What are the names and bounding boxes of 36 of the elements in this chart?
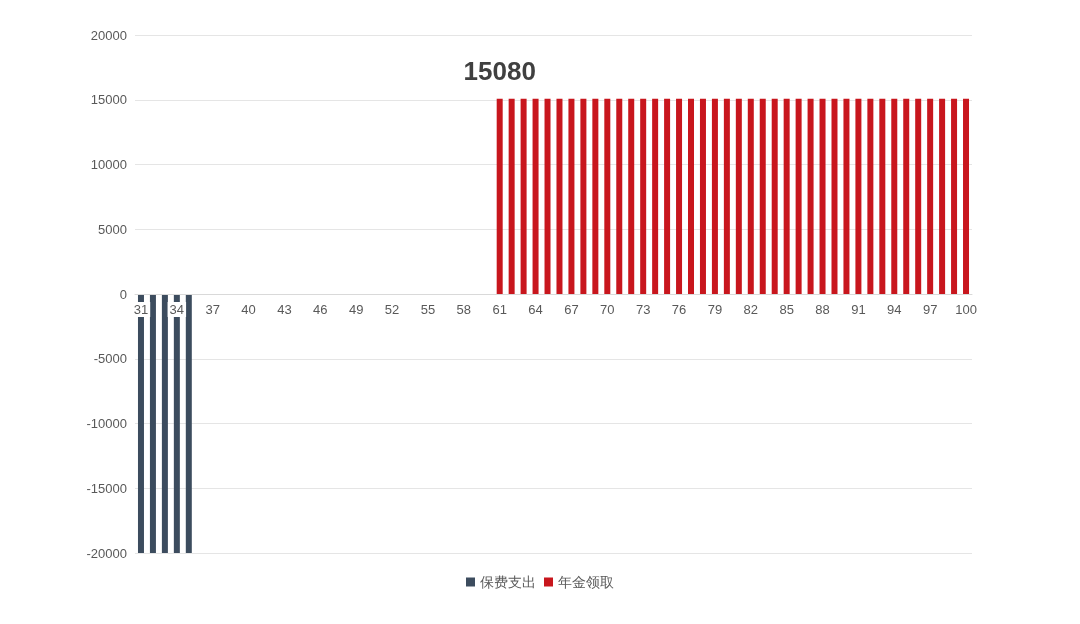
- x-tick-label: 43: [277, 302, 292, 317]
- x-tick-label: 76: [671, 302, 687, 317]
- x-tick-label: 88: [815, 302, 830, 317]
- x-tick-label: 61: [492, 302, 507, 317]
- x-tick-label: 46: [313, 302, 328, 317]
- x-tick-label: 73: [635, 302, 651, 317]
- x-tick-label: 82: [743, 302, 759, 317]
- x-tick-label: 97: [922, 302, 938, 317]
- x-tick-label: 37: [205, 302, 220, 317]
- y-tick-label: 0: [119, 286, 127, 302]
- x-tick-label: 49: [348, 302, 364, 317]
- x-tick-label: 79: [707, 302, 723, 317]
- legend-label: 年金领取: [558, 574, 614, 590]
- y-tick-label: 5000: [98, 221, 127, 237]
- x-tick-label: 52: [384, 302, 400, 317]
- x-tick-label: 100: [955, 302, 977, 317]
- x-tick-label: 55: [420, 302, 436, 317]
- y-tick-label: 20000: [90, 27, 127, 43]
- x-tick-label: 67: [564, 302, 579, 317]
- x-tick-label: 70: [600, 302, 615, 317]
- y-tick-label: -20000: [86, 545, 127, 561]
- y-tick-label: -10000: [86, 416, 127, 431]
- x-tick-label: 58: [456, 302, 472, 317]
- y-tick-label: -15000: [86, 480, 127, 496]
- x-tick-label: 94: [887, 302, 902, 317]
- y-tick-label: 15000: [90, 92, 127, 108]
- x-tick-label: 34: [169, 302, 185, 317]
- x-tick-label: 64: [528, 302, 543, 317]
- x-tick-label: 85: [779, 302, 794, 317]
- x-tick-label: 31: [133, 302, 149, 317]
- annotation: 15080: [463, 55, 536, 86]
- y-tick-label: 10000: [90, 157, 127, 172]
- x-tick-label: 91: [851, 302, 866, 317]
- legend-label: 保费支出: [480, 574, 536, 590]
- x-tick-label: 40: [241, 302, 256, 317]
- y-tick-label: -5000: [93, 351, 127, 367]
